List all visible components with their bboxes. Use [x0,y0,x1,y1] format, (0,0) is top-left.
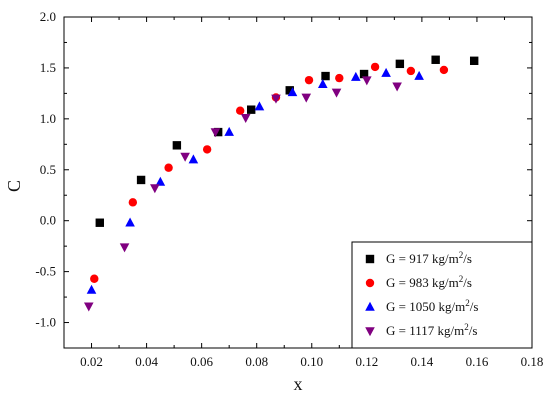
x-tick-label: 0.02 [80,354,103,369]
legend-marker [365,254,375,264]
y-tick-label: 0.5 [40,162,56,177]
y-tick-label: 2.0 [40,9,56,24]
x-tick-label: 0.18 [521,354,544,369]
x-tick-label: 0.14 [411,354,434,369]
data-point [119,243,130,253]
data-point [180,152,190,162]
data-point [90,274,99,283]
data-point [86,284,97,294]
data-point [240,114,251,124]
data-point [287,87,298,97]
legend-box [351,241,533,349]
y-tick-label: -0.5 [35,264,56,279]
data-point [285,86,294,95]
legend-item-1050: G = 1050 kg/m2/s [365,298,478,314]
data-point [150,184,160,194]
legend-label-1050: G = 1050 kg/m2/s [386,298,478,314]
data-point [362,76,372,86]
data-point [125,217,135,227]
data-point [395,59,405,69]
y-tick-label: 1.5 [40,60,56,75]
axis-ticks-layer [64,16,533,348]
data-point [136,175,146,185]
legend-label-983: G = 983 kg/m2/s [386,274,472,290]
y-axis-label: C [4,180,24,192]
data-point [392,82,402,92]
x-tick-label: 0.16 [466,354,489,369]
legend-marker-triangle-down [365,327,375,337]
x-tick-labels: 0.02 0.04 0.06 0.08 0.10 0.12 0.14 0.16 0.18 [80,354,543,369]
data-point [301,93,312,103]
data-point [414,70,424,80]
legend-marker [365,327,375,337]
data-point [359,69,369,79]
legend-item-983: G = 983 kg/m2/s [365,274,472,290]
data-point [155,176,166,186]
data-point [188,154,199,164]
data-markers-layer [83,55,479,312]
data-point [202,145,212,154]
legend-marker-square [365,254,375,264]
legend-marker-triangle-up [365,301,375,311]
data-point [224,126,234,136]
data-point [83,302,94,312]
legend: G = 917 kg/m2/s G = 983 kg/m2/s G = 1050… [351,241,533,349]
data-point [351,71,361,81]
data-point [210,128,221,138]
x-tick-label: 0.12 [355,354,378,369]
data-point [95,218,104,227]
data-point [254,101,265,111]
data-point [439,65,449,75]
x-tick-label: 0.08 [245,354,268,369]
data-point [381,67,391,77]
legend-marker-circle [365,278,375,288]
legend-item-1117: G = 1117 kg/m2/s [365,322,477,338]
data-point [406,66,416,76]
data-point [235,106,245,115]
data-point [469,56,479,65]
data-point [317,79,328,89]
data-point [172,141,182,150]
y-tick-labels: -1.0 -0.5 0.0 0.5 1.0 1.5 2.0 [35,9,56,330]
x-axis-label: x [294,374,303,394]
data-point [271,94,281,104]
data-point [331,88,342,98]
y-tick-label: 0.0 [40,213,56,228]
data-point [370,62,380,72]
x-tick-label: 0.04 [135,354,158,369]
data-point [247,105,256,114]
legend-marker [365,278,375,288]
legend-item-917: G = 917 kg/m2/s [365,250,472,266]
data-point [164,163,173,172]
x-tick-label: 0.06 [190,354,213,369]
data-point [335,73,344,83]
y-tick-label: 1.0 [40,111,56,126]
data-point [304,75,314,85]
y-tick-label: -1.0 [35,315,56,330]
legend-marker [365,301,375,311]
data-point [128,198,138,207]
legend-label-1117: G = 1117 kg/m2/s [386,322,477,338]
data-point [321,71,330,81]
legend-label-917: G = 917 kg/m2/s [386,250,472,266]
x-tick-label: 0.10 [300,354,323,369]
data-point [431,55,440,64]
